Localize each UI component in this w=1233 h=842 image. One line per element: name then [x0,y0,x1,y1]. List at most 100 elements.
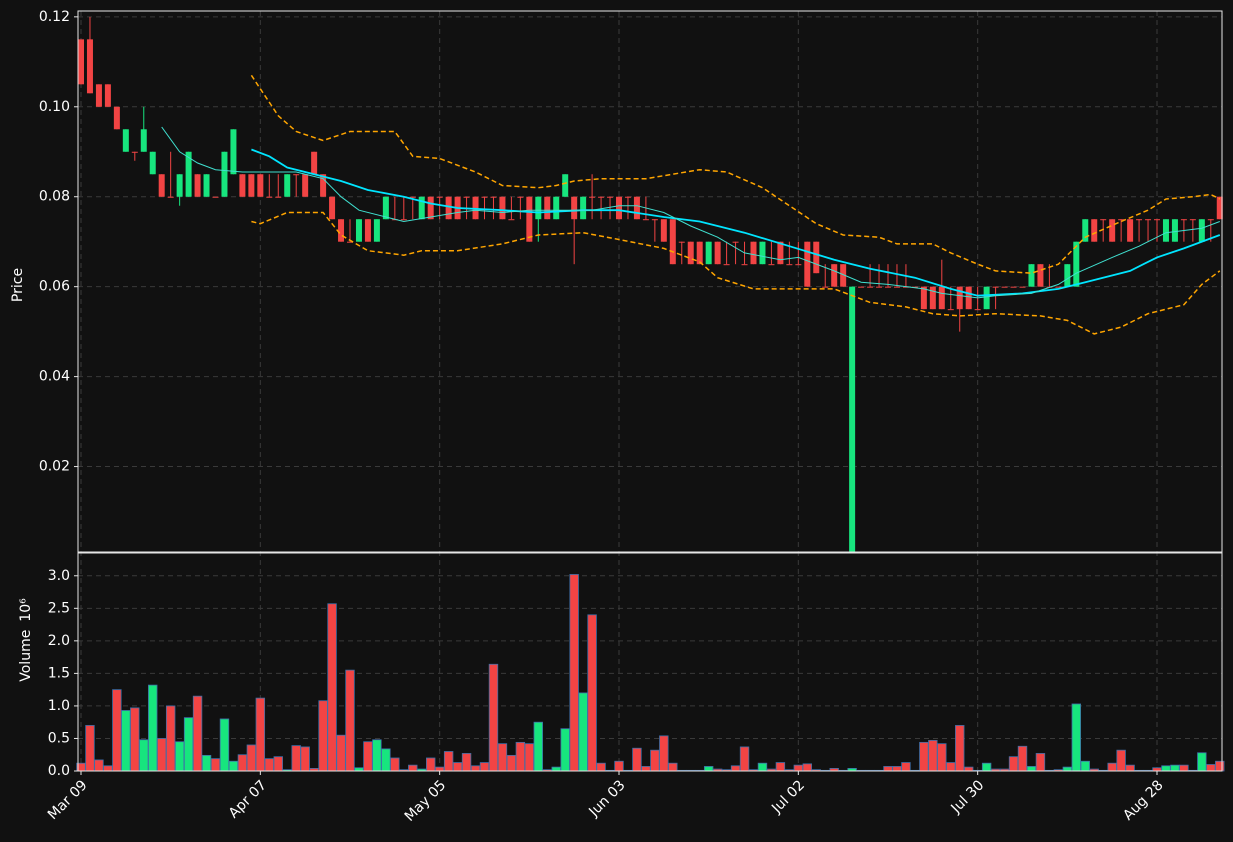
candle-body [293,174,300,176]
volume-bar [739,746,750,772]
volume-bar [703,766,714,772]
candle-body [750,241,757,265]
candle-body [1010,286,1017,288]
candle-body [624,196,631,198]
volume-bar [103,765,113,772]
candle-body [893,286,900,288]
volume-bar [1062,766,1073,772]
candle-body [149,151,156,175]
candle-body [804,241,811,287]
volume-bar [1170,764,1180,772]
volume-bar [192,695,203,772]
candle-body [723,264,730,266]
candle-body [373,219,380,242]
candle-body [741,264,748,266]
volume-bar [461,753,472,772]
volume-bar [345,669,355,772]
candle-body [938,286,945,310]
candle-body [1019,286,1026,288]
volume-bar [363,741,373,772]
y-tick-label: 0.08 [39,189,70,205]
candle-body [329,196,336,220]
volume-bar [946,762,956,772]
candle-body [849,286,856,552]
candle-body [176,174,183,197]
volume-bar [524,743,535,772]
volume-bar [569,574,579,772]
candle-body [338,219,345,242]
volume-bar [228,760,239,772]
volume-bar [470,765,481,772]
volume-bar [515,741,526,772]
candle-body [1109,219,1116,242]
volume-bar [1215,760,1225,772]
candle-body [1064,264,1071,287]
volume-bar [201,754,212,772]
candle-body [427,196,434,220]
candle-body [553,196,560,220]
candle-body [867,286,874,288]
candle-body [481,196,488,198]
candle-body [158,174,165,197]
volume-bar [1008,756,1019,772]
candle-body [813,241,820,274]
candle-body [463,196,470,198]
volume-bar [1026,766,1037,772]
candle-body [382,196,389,220]
candle-body [1162,219,1169,242]
candle-body [266,196,273,198]
volume-bar [112,689,122,772]
indicator-line [251,211,1221,335]
volume-bar [85,725,95,772]
volume-bar [390,757,400,772]
candle-body [275,196,282,198]
candle-body [95,84,102,107]
candle-body [1091,219,1098,242]
candle-body [732,241,739,243]
volume-bar [1017,745,1028,772]
indicator-line [250,74,1221,274]
volume-bar [497,743,508,772]
candle-body [902,286,909,288]
candle-body [562,174,569,197]
volume-bar [641,766,651,772]
volume-bar [659,735,669,772]
y-tick-label: 3.0 [48,568,70,584]
candle-body [1154,219,1160,221]
candle-body [992,286,999,288]
candle-body [526,196,533,242]
candle-body [696,241,703,265]
y-tick-label: 0.02 [39,459,70,475]
candle-body [1073,241,1080,287]
volume-bar [1080,760,1090,772]
volume-bar [650,749,660,772]
candle-body [616,196,622,220]
candle-body [320,174,327,197]
candle-body [508,219,515,221]
candle-body [400,219,407,221]
volume-bar [1107,762,1117,772]
volume-bar [255,697,266,772]
volume-bar [130,707,140,772]
volume-bar [156,738,167,772]
volume-bar [425,757,436,772]
indicator-line [251,148,1221,297]
candle-body [409,196,416,198]
candle-body [185,151,192,197]
volume-bar [121,710,131,772]
candle-body [248,174,255,197]
volume-axis-label: Volume 10⁶ [18,598,34,682]
y-tick-label: 0.06 [39,279,70,295]
indicator-line [161,126,1220,299]
candle-body [347,241,353,243]
candle-body [140,129,147,152]
candle-body [678,241,685,243]
candle-body [472,196,479,220]
candle-body [607,196,614,198]
y-tick-label: 0.5 [48,730,70,746]
candle-body [113,106,120,130]
candle-body [651,219,658,221]
candle-body [1171,219,1178,242]
volume-bar [488,663,499,772]
candle-body [1145,219,1152,221]
